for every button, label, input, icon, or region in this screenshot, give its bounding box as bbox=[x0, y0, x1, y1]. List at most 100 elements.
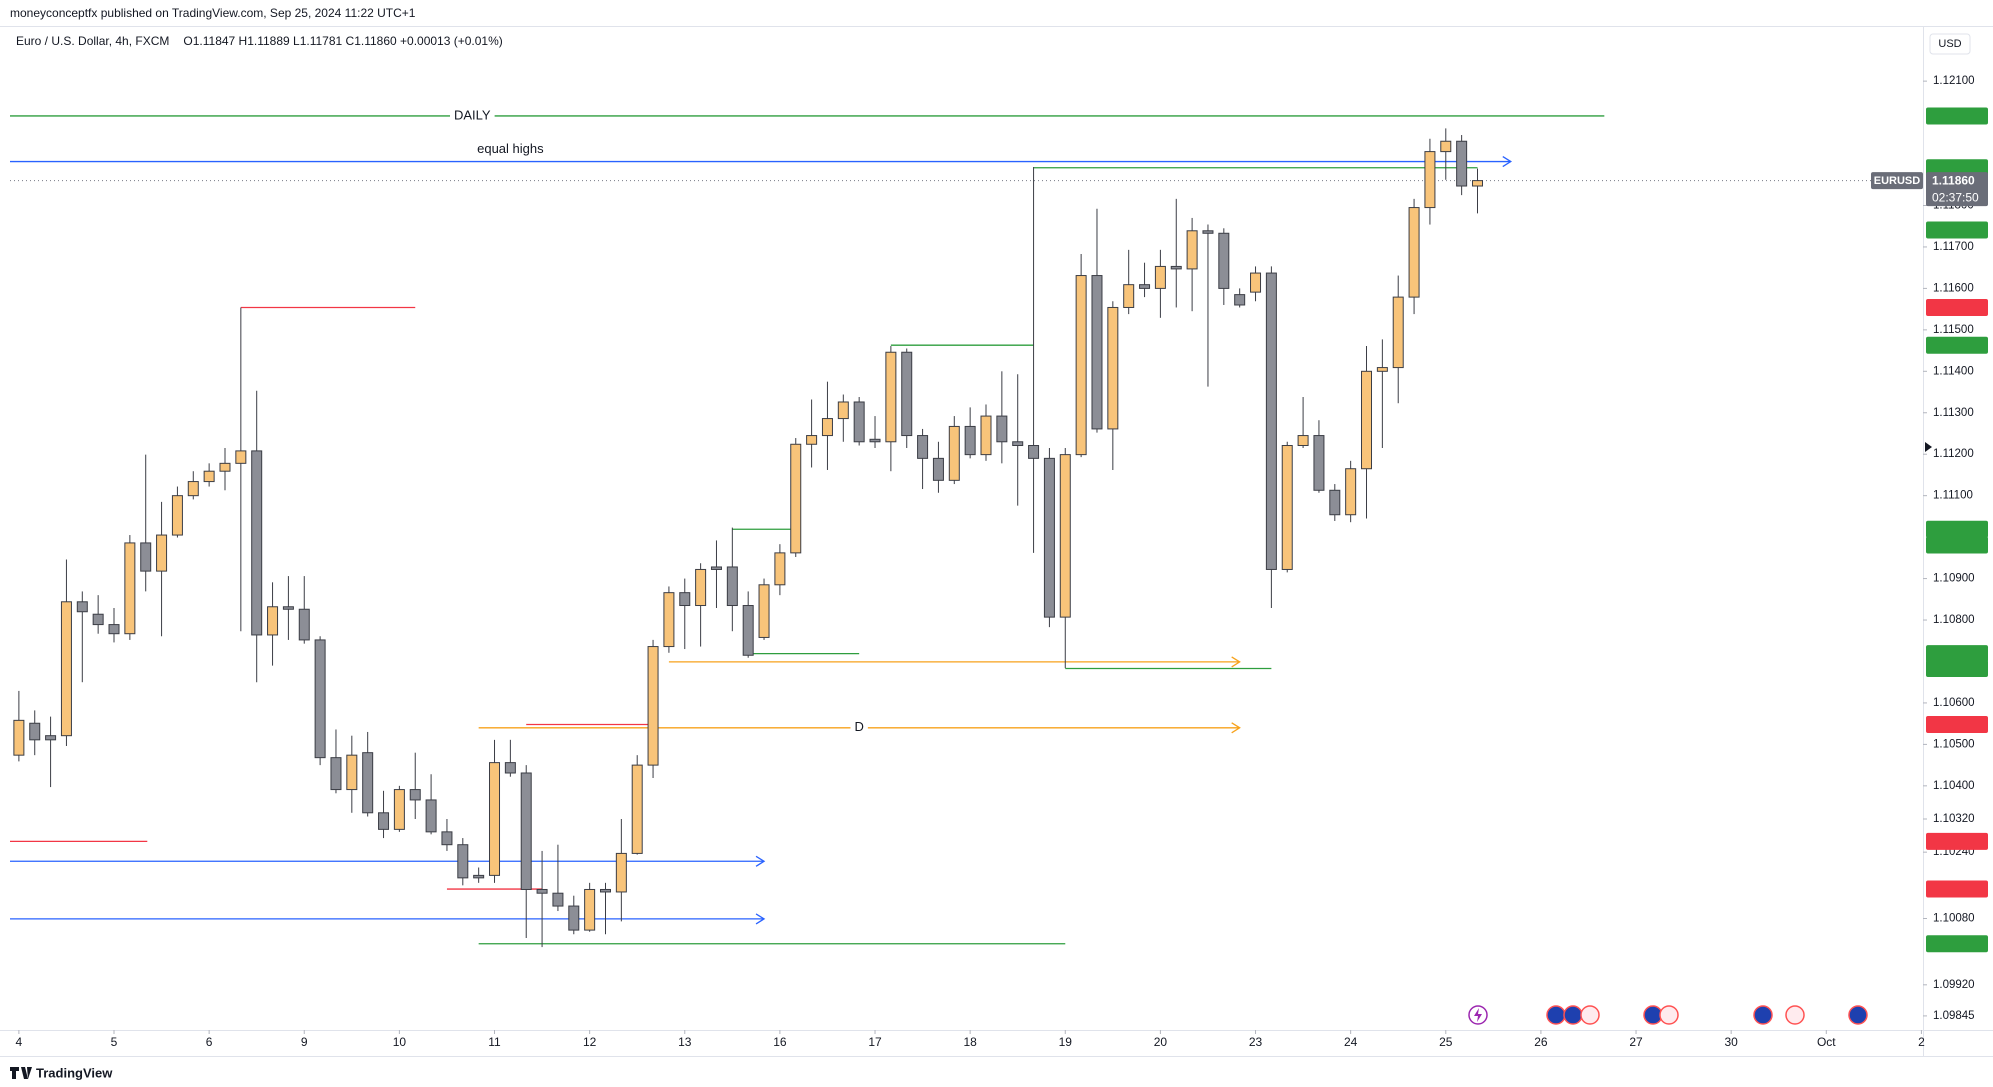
price-tag bbox=[1926, 645, 1988, 663]
x-tick-label: 23 bbox=[1249, 1035, 1263, 1049]
candle-body bbox=[568, 905, 580, 931]
y-tick-label: 1.11500 bbox=[1933, 324, 1974, 336]
last-price-tag bbox=[1926, 172, 1988, 207]
event-icon[interactable] bbox=[1753, 1005, 1773, 1025]
candle-body bbox=[203, 470, 215, 483]
candle-body bbox=[473, 874, 485, 879]
x-tick-label: 9 bbox=[301, 1035, 308, 1049]
candle-body bbox=[663, 592, 675, 648]
candle-body bbox=[156, 534, 168, 572]
candle-body bbox=[885, 351, 897, 443]
event-icon[interactable] bbox=[1580, 1005, 1600, 1025]
candle-body bbox=[774, 552, 786, 586]
candle-body bbox=[1471, 180, 1483, 187]
price-tag bbox=[1926, 935, 1988, 953]
candle-body bbox=[853, 401, 865, 443]
event-icon[interactable] bbox=[1546, 1005, 1566, 1025]
x-tick-label: 19 bbox=[1059, 1035, 1073, 1049]
countdown: 02:37:50 bbox=[1932, 190, 1979, 204]
y-tick-label: 1.10900 bbox=[1933, 573, 1975, 585]
candle-body bbox=[92, 613, 104, 626]
y-tick-label: 1.09845 bbox=[1933, 1010, 1975, 1022]
x-tick-label: 30 bbox=[1724, 1035, 1738, 1049]
price-tag bbox=[1926, 221, 1988, 239]
x-tick-label: 17 bbox=[868, 1035, 882, 1049]
x-tick-label: 11 bbox=[488, 1035, 501, 1049]
event-icons[interactable] bbox=[1468, 1005, 1868, 1025]
candle-body bbox=[1059, 454, 1071, 618]
candle-body bbox=[298, 608, 310, 641]
candle-body bbox=[726, 566, 738, 607]
publisher: moneyconceptfx published on TradingView.… bbox=[10, 6, 416, 20]
currency-box[interactable] bbox=[1929, 33, 1971, 55]
ohlc-legend: O1.11847 H1.11889 L1.11781 C1.11860 +0.0… bbox=[183, 34, 502, 48]
candle-body bbox=[742, 605, 754, 656]
candle-body bbox=[1313, 435, 1325, 491]
level-label: equal highs bbox=[477, 141, 544, 156]
x-tick-label: 10 bbox=[393, 1035, 407, 1049]
scroll-marker[interactable] bbox=[1925, 442, 1932, 452]
candle-body bbox=[1075, 275, 1087, 456]
y-tick-label: 1.09920 bbox=[1933, 979, 1975, 991]
candle-body bbox=[647, 646, 659, 766]
level-label-bg bbox=[850, 719, 868, 736]
candle-body bbox=[140, 542, 152, 572]
x-tick-label: 24 bbox=[1344, 1035, 1358, 1049]
level-arrow bbox=[755, 913, 766, 925]
x-tick-label: 12 bbox=[583, 1035, 597, 1049]
candle-body bbox=[1012, 441, 1024, 447]
y-tick-label: 1.11400 bbox=[1933, 365, 1974, 377]
price-tag bbox=[1926, 715, 1988, 733]
event-icon[interactable] bbox=[1848, 1005, 1868, 1025]
event-icon[interactable] bbox=[1563, 1005, 1583, 1025]
y-tick-label: 1.10320 bbox=[1933, 813, 1975, 825]
symbol-tag bbox=[1871, 172, 1923, 190]
candle-body bbox=[282, 606, 294, 610]
candle-body bbox=[171, 495, 183, 536]
price-tag bbox=[1926, 298, 1988, 316]
candle-body bbox=[60, 601, 72, 737]
candle-body bbox=[695, 568, 707, 607]
candle-body bbox=[267, 606, 279, 636]
x-tick-label: 27 bbox=[1629, 1035, 1643, 1049]
level-label: DAILY bbox=[454, 107, 491, 122]
x-tick-label: 13 bbox=[678, 1035, 692, 1049]
event-icon[interactable] bbox=[1785, 1005, 1805, 1025]
x-tick-label: Oct bbox=[1817, 1035, 1836, 1049]
candle-body bbox=[1091, 275, 1103, 430]
candle-body bbox=[964, 425, 976, 456]
candle-body bbox=[378, 812, 390, 830]
x-tick-label: 2 bbox=[1918, 1035, 1925, 1049]
currency[interactable]: USD bbox=[1938, 38, 1961, 50]
level-label: D bbox=[854, 719, 863, 734]
candle-body bbox=[187, 481, 199, 497]
event-icon[interactable] bbox=[1659, 1005, 1679, 1025]
y-tick-label: 1.11700 bbox=[1933, 241, 1974, 253]
x-tick-label: 18 bbox=[963, 1035, 977, 1049]
candle-body bbox=[393, 789, 405, 830]
candle-body bbox=[1139, 284, 1151, 289]
x-tick-label: 5 bbox=[111, 1035, 118, 1049]
candle-body bbox=[219, 462, 231, 472]
y-tick-label: 1.11600 bbox=[1933, 282, 1974, 294]
candle-body bbox=[1408, 207, 1420, 298]
y-tick-label: 1.10080 bbox=[1933, 913, 1975, 925]
candle-body bbox=[932, 457, 944, 481]
price-tag bbox=[1926, 660, 1988, 678]
candle-body bbox=[869, 438, 881, 443]
candle-body bbox=[1043, 457, 1055, 618]
candle-body bbox=[758, 584, 770, 638]
y-tick-label: 1.12100 bbox=[1933, 75, 1975, 87]
candle-body bbox=[552, 892, 564, 907]
candle-body bbox=[679, 592, 691, 607]
candle-body bbox=[1265, 272, 1277, 570]
candle-body bbox=[790, 443, 802, 554]
candle-body bbox=[1392, 296, 1404, 369]
price-tag bbox=[1926, 832, 1988, 850]
candle-body bbox=[251, 450, 263, 636]
candle-body bbox=[489, 762, 501, 876]
level-arrow bbox=[1231, 656, 1241, 668]
